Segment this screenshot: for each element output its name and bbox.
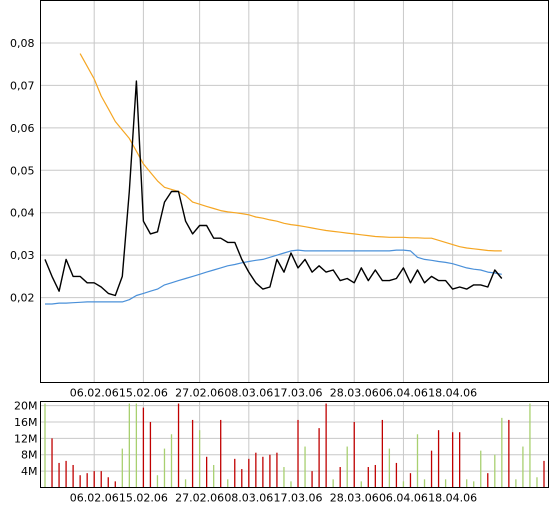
volume-plot-area [40,401,549,488]
volume-x-tick-7: 18.04.06 [428,492,477,505]
volume-x-tick-0: 06.02.06 [70,492,119,505]
volume-panel: 4M 8M 12M 16M 20M 06.02.06 15.02.06 27.02.06 08… [14,400,549,505]
price-y-tick-1: 0,03 [10,249,35,262]
series-line-ma_short [45,249,502,305]
volume-y-tick-1: 8M [21,449,38,462]
price-panel: 0,02 0,03 0,04 0,05 0,06 0,07 0,08 06.02.06 15.… [10,0,549,400]
volume-y-axis-labels: 4M 8M 12M 16M 20M [14,400,38,479]
price-plot-frame [40,0,549,383]
volume-plot-frame [40,401,549,488]
price-x-tick-3: 08.03.06 [224,387,273,400]
price-plot-area [40,0,549,383]
price-x-axis-labels: 06.02.06 15.02.06 27.02.06 08.03.06 17.03.06… [70,387,477,400]
volume-x-tick-1: 15.02.06 [119,492,168,505]
volume-x-tick-2: 27.02.06 [175,492,224,505]
price-x-tick-1: 15.02.06 [119,387,168,400]
price-gridlines [40,0,549,383]
volume-bars-group [44,403,545,488]
price-y-tick-0: 0,02 [10,292,35,305]
series-line-price [44,80,503,297]
price-series-group [44,53,503,305]
series-line-ma_long [79,53,502,252]
volume-x-tick-4: 17.03.06 [274,492,323,505]
price-y-axis-labels: 0,02 0,03 0,04 0,05 0,06 0,07 0,08 [10,37,35,305]
price-x-tick-4: 17.03.06 [274,387,323,400]
volume-y-tick-3: 16M [14,416,38,429]
price-y-tick-6: 0,08 [10,37,35,50]
volume-x-tick-3: 08.03.06 [224,492,273,505]
price-x-tick-5: 28.03.06 [330,387,379,400]
price-y-tick-5: 0,07 [10,79,35,92]
price-y-tick-3: 0,05 [10,164,35,177]
volume-y-tick-4: 20M [14,400,38,413]
volume-x-tick-6: 06.04.06 [379,492,428,505]
volume-y-tick-0: 4M [21,465,38,478]
volume-y-tick-2: 12M [14,432,38,445]
price-y-tick-4: 0,06 [10,122,35,135]
price-x-tick-6: 06.04.06 [379,387,428,400]
price-x-tick-0: 06.02.06 [70,387,119,400]
price-x-tick-2: 27.02.06 [175,387,224,400]
price-x-tick-7: 18.04.06 [428,387,477,400]
volume-x-axis-labels: 06.02.06 15.02.06 27.02.06 08.03.06 17.03.06… [70,492,477,505]
volume-x-tick-5: 28.03.06 [330,492,379,505]
price-y-tick-2: 0,04 [10,207,35,220]
